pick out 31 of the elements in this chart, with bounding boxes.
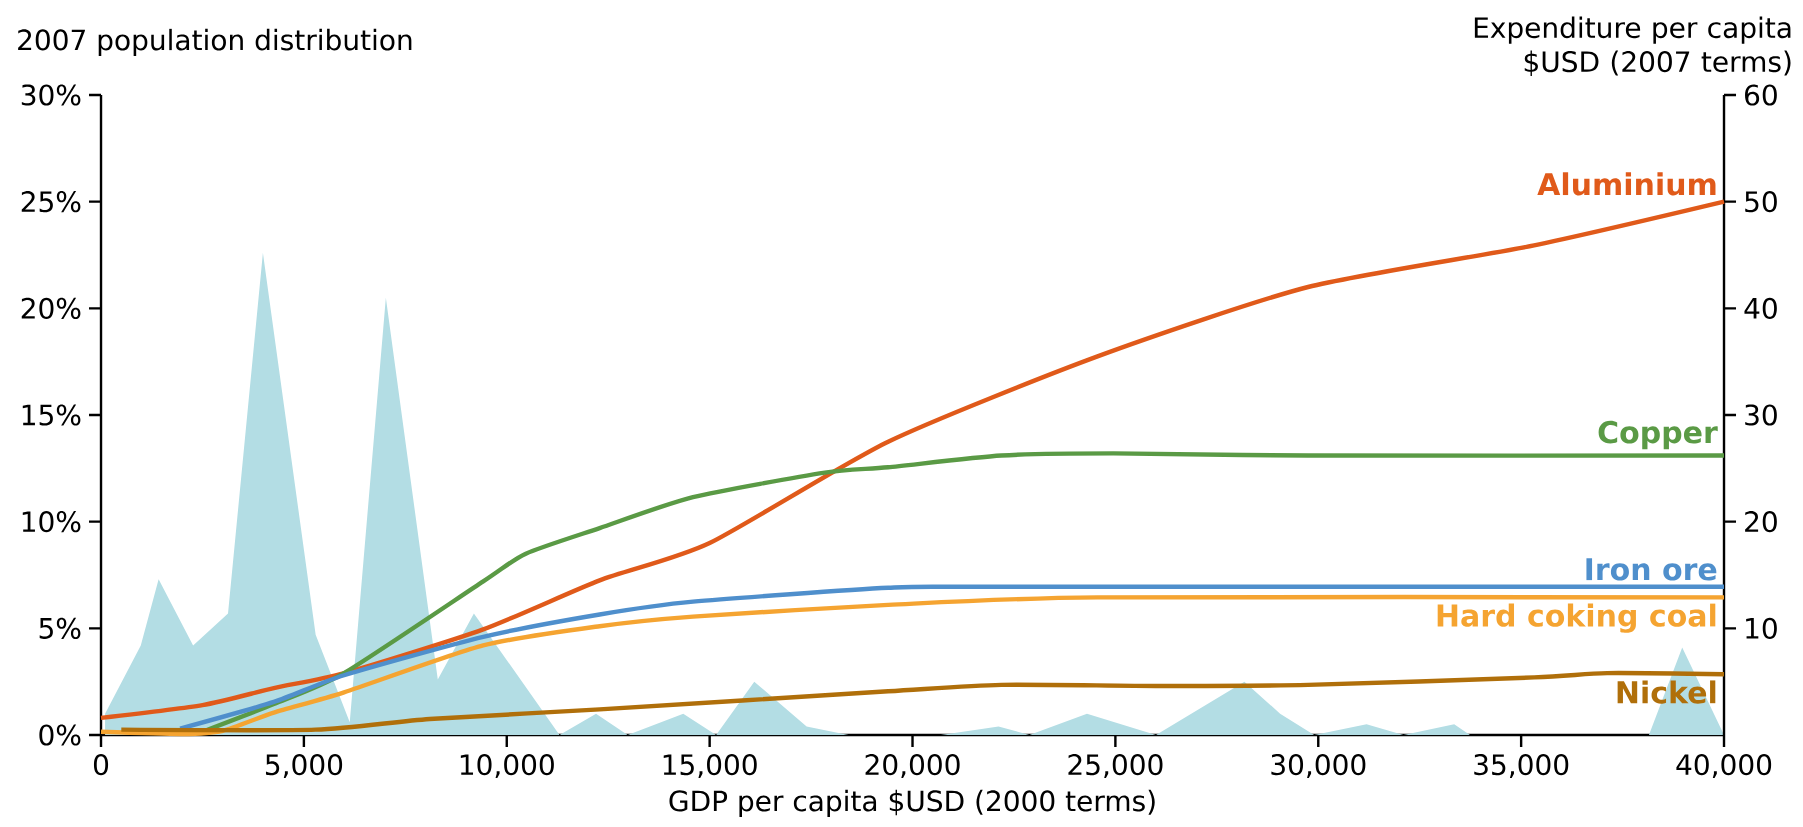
- y-tick-label: 20%: [21, 297, 81, 319]
- x-tick-label: 40,000: [1676, 754, 1772, 779]
- y2-tick-label: 50: [1745, 191, 1777, 213]
- y2-tick-label: 60: [1745, 84, 1777, 106]
- series-label: Nickel: [1617, 680, 1716, 704]
- x-tick-label: 20,000: [865, 754, 960, 779]
- x-tick-label: 35,000: [1474, 754, 1569, 779]
- y-tick-label: 5%: [39, 617, 81, 639]
- y2-tick-label: 40: [1744, 297, 1777, 319]
- series-label: Iron ore: [1586, 558, 1717, 581]
- series-label: Aluminium: [1537, 172, 1716, 196]
- x-axis-title: GDP per capita $USD (2000 terms): [669, 789, 1155, 817]
- y2-tick-label: 20: [1745, 511, 1777, 533]
- y-tick-label: 10%: [22, 511, 81, 533]
- y2-tick-label: 30: [1745, 404, 1777, 426]
- x-tick-label: 0: [93, 754, 109, 776]
- line-series: [119, 670, 1727, 733]
- y-tick-label: 25%: [21, 191, 81, 213]
- y-axis-title: 2007 population distribution: [18, 28, 412, 56]
- y-tick-label: 0%: [39, 724, 81, 746]
- x-tick-label: 5,000: [265, 754, 343, 779]
- series-label: Hard coking coal: [1437, 603, 1716, 633]
- x-tick-label: 25,000: [1068, 754, 1163, 779]
- series-label: Copper: [1598, 420, 1718, 450]
- x-tick-label: 10,000: [460, 754, 554, 779]
- y-tick-label: 30%: [21, 84, 81, 106]
- x-tick-label: 30,000: [1271, 754, 1366, 779]
- y2-tick-label: 10: [1746, 617, 1777, 639]
- x-tick-label: 15,000: [663, 754, 757, 779]
- y-tick-label: 15%: [22, 404, 81, 426]
- y2-axis-title: Expenditure per capita $USD (2007 terms): [1474, 16, 1791, 76]
